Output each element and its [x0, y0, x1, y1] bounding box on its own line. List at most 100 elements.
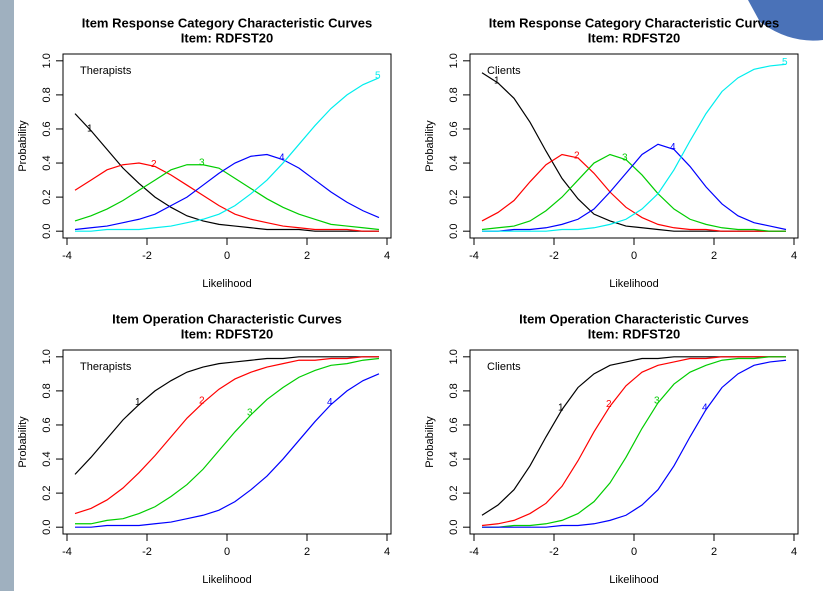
- curve-label: 1: [494, 76, 500, 87]
- y-tick-label: 0.4: [448, 451, 460, 466]
- y-tick-label: 0.4: [448, 155, 460, 170]
- x-tick-label: 2: [711, 250, 717, 262]
- x-tick-label: 4: [384, 546, 390, 558]
- curve: [481, 356, 786, 527]
- y-tick-label: 0.6: [448, 417, 460, 432]
- curve: [74, 153, 380, 231]
- x-tick-label: -4: [469, 546, 479, 558]
- y-tick-label: 0.4: [41, 155, 53, 170]
- annotation: Therapists: [80, 361, 132, 373]
- x-axis-label: Likelihood: [202, 574, 252, 586]
- curve: [482, 143, 787, 232]
- x-tick-label: -4: [62, 250, 72, 262]
- y-tick-label: 0.8: [448, 87, 460, 102]
- y-tick-label: 0.2: [448, 189, 460, 204]
- y-axis-label: Probability: [17, 120, 29, 172]
- curve: [75, 373, 380, 528]
- curve: [481, 153, 786, 232]
- curve-label: 1: [558, 402, 564, 413]
- x-tick-label: 2: [711, 546, 717, 558]
- x-tick-label: 0: [631, 546, 637, 558]
- curve: [482, 63, 787, 232]
- x-tick-label: 4: [791, 546, 797, 558]
- y-tick-label: 0.2: [448, 485, 460, 500]
- curve-label: 5: [375, 70, 381, 81]
- curve-label: 3: [247, 407, 253, 418]
- curve-label: 3: [199, 157, 205, 168]
- curve-label: 3: [654, 395, 660, 406]
- x-tick-label: -2: [142, 250, 152, 262]
- curve-label: 1: [87, 123, 93, 134]
- x-tick-label: -4: [62, 546, 72, 558]
- curve: [74, 164, 380, 231]
- y-axis-label: Probability: [424, 120, 436, 172]
- chart-subtitle: Item: RDFST20: [588, 326, 680, 341]
- curve-label: 4: [327, 397, 333, 408]
- side-strip: [0, 0, 14, 591]
- y-tick-label: 0.2: [41, 189, 53, 204]
- y-tick-label: 0.8: [41, 87, 53, 102]
- y-axis-label: Probability: [424, 416, 436, 468]
- curve: [74, 356, 379, 515]
- chart-subtitle: Item: RDFST20: [181, 30, 273, 45]
- y-tick-label: 0.0: [41, 224, 53, 239]
- y-tick-label: 0.2: [41, 485, 53, 500]
- x-tick-label: 0: [224, 250, 230, 262]
- curve-label: 4: [670, 142, 676, 153]
- curve-label: 2: [606, 399, 612, 410]
- y-tick-label: 1.0: [448, 53, 460, 68]
- curve-label: 1: [135, 397, 141, 408]
- curve-label: 2: [151, 159, 157, 170]
- y-axis-label: Probability: [17, 416, 29, 468]
- curve-label: 5: [782, 57, 788, 68]
- y-tick-label: 1.0: [41, 53, 53, 68]
- x-axis-label: Likelihood: [202, 278, 252, 290]
- y-tick-label: 1.0: [448, 349, 460, 364]
- y-tick-label: 0.6: [41, 417, 53, 432]
- y-tick-label: 0.0: [41, 520, 53, 535]
- curve-label: 3: [622, 152, 628, 163]
- y-tick-label: 1.0: [41, 349, 53, 364]
- y-tick-label: 0.8: [41, 383, 53, 398]
- x-axis-label: Likelihood: [609, 278, 659, 290]
- chart-subtitle: Item: RDFST20: [181, 326, 273, 341]
- annotation: Clients: [487, 65, 521, 77]
- x-tick-label: -2: [549, 250, 559, 262]
- chart-subtitle: Item: RDFST20: [588, 30, 680, 45]
- curve: [481, 153, 786, 232]
- x-tick-label: 0: [631, 250, 637, 262]
- x-tick-label: 4: [384, 250, 390, 262]
- curve: [482, 359, 787, 528]
- chart-title: Item Response Category Characteristic Cu…: [82, 15, 372, 30]
- curve: [74, 356, 379, 475]
- x-tick-label: -4: [469, 250, 479, 262]
- curve-label: 4: [279, 152, 285, 163]
- x-tick-label: 2: [304, 546, 310, 558]
- y-tick-label: 0.0: [448, 520, 460, 535]
- curve-label: 4: [702, 402, 708, 413]
- x-tick-label: -2: [142, 546, 152, 558]
- chart-title: Item Operation Characteristic Curves: [112, 311, 342, 326]
- chart-title: Item Response Category Characteristic Cu…: [489, 15, 779, 30]
- curve: [75, 77, 380, 232]
- curve: [74, 113, 379, 232]
- curve-label: 2: [574, 151, 580, 162]
- corner-decoration: [748, 0, 823, 41]
- x-tick-label: -2: [549, 546, 559, 558]
- annotation: Therapists: [80, 65, 132, 77]
- y-tick-label: 0.6: [448, 121, 460, 136]
- y-tick-label: 0.0: [448, 224, 460, 239]
- chart-title: Item Operation Characteristic Curves: [519, 311, 749, 326]
- annotation: Clients: [487, 361, 521, 373]
- y-tick-label: 0.8: [448, 383, 460, 398]
- curve: [75, 357, 380, 525]
- x-axis-label: Likelihood: [609, 574, 659, 586]
- y-tick-label: 0.4: [41, 451, 53, 466]
- y-tick-label: 0.6: [41, 121, 53, 136]
- curve-label: 2: [199, 395, 205, 406]
- x-tick-label: 0: [224, 546, 230, 558]
- x-tick-label: 2: [304, 250, 310, 262]
